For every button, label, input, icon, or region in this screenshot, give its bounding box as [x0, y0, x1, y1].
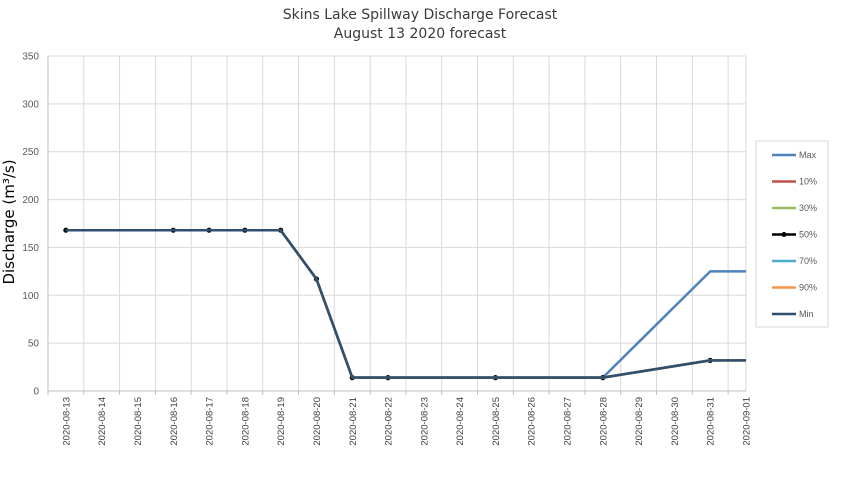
x-tick-label: 2020-08-27 — [563, 397, 574, 446]
x-tick-label: 2020-08-25 — [491, 397, 502, 446]
x-tick-label: 2020-08-29 — [634, 397, 645, 446]
legend-label: 10% — [799, 177, 817, 187]
x-tick-label: 2020-08-19 — [276, 397, 287, 446]
x-tick-label: 2020-09-01 — [742, 397, 753, 446]
x-tick-label: 2020-08-21 — [348, 397, 359, 446]
y-tick-label: 250 — [22, 147, 39, 158]
y-tick-label: 300 — [22, 99, 39, 110]
x-tick-label: 2020-08-16 — [169, 397, 180, 446]
legend-label: 90% — [799, 283, 817, 293]
x-tick-label: 2020-08-18 — [240, 397, 251, 446]
x-tick-label: 2020-08-30 — [670, 397, 681, 446]
y-axis-label: Discharge (m³/s) — [0, 159, 18, 284]
x-tick-label: 2020-08-24 — [455, 397, 466, 446]
y-tick-label: 150 — [22, 243, 39, 254]
x-tick-label: 2020-08-23 — [419, 397, 430, 446]
legend: Max 10% 30% 50% 70% 90% Min — [755, 140, 829, 328]
y-tick-label: 200 — [22, 195, 39, 206]
legend-label: Min — [799, 309, 814, 319]
legend-marker — [781, 232, 787, 237]
y-tick-labels: 0 50 100 150 200 250 300 350 — [22, 52, 39, 398]
legend-label: 30% — [799, 203, 817, 213]
y-tick-label: 100 — [22, 291, 39, 302]
x-tick-labels: 2020-08-13 2020-08-14 2020-08-15 2020-08-16… — [61, 397, 752, 446]
chart-title: Skins Lake Spillway Discharge Forecast — [283, 7, 558, 23]
x-tick-label: 2020-08-28 — [598, 397, 609, 446]
legend-label: 70% — [799, 256, 817, 266]
x-tick-label: 2020-08-20 — [312, 397, 323, 446]
axes — [47, 56, 746, 395]
legend-label: 50% — [799, 230, 817, 240]
y-tick-label: 350 — [22, 52, 39, 63]
series-lines — [63, 227, 746, 381]
legend-label: Max — [799, 150, 817, 160]
x-tick-label: 2020-08-15 — [133, 397, 144, 446]
x-tick-label: 2020-08-31 — [706, 397, 717, 446]
series-line-50pct — [65, 228, 711, 379]
y-tick-label: 0 — [33, 387, 39, 398]
x-tick-label: 2020-08-26 — [527, 397, 538, 446]
grid-lines — [48, 55, 747, 391]
x-tick-label: 2020-08-17 — [205, 397, 216, 446]
y-tick-label: 50 — [28, 339, 40, 350]
x-tick-label: 2020-08-14 — [97, 397, 108, 446]
chart-subtitle: August 13 2020 forecast — [334, 26, 507, 42]
x-tick-label: 2020-08-22 — [384, 397, 395, 446]
x-tick-label: 2020-08-13 — [61, 397, 72, 446]
series-line-Min — [65, 228, 746, 379]
